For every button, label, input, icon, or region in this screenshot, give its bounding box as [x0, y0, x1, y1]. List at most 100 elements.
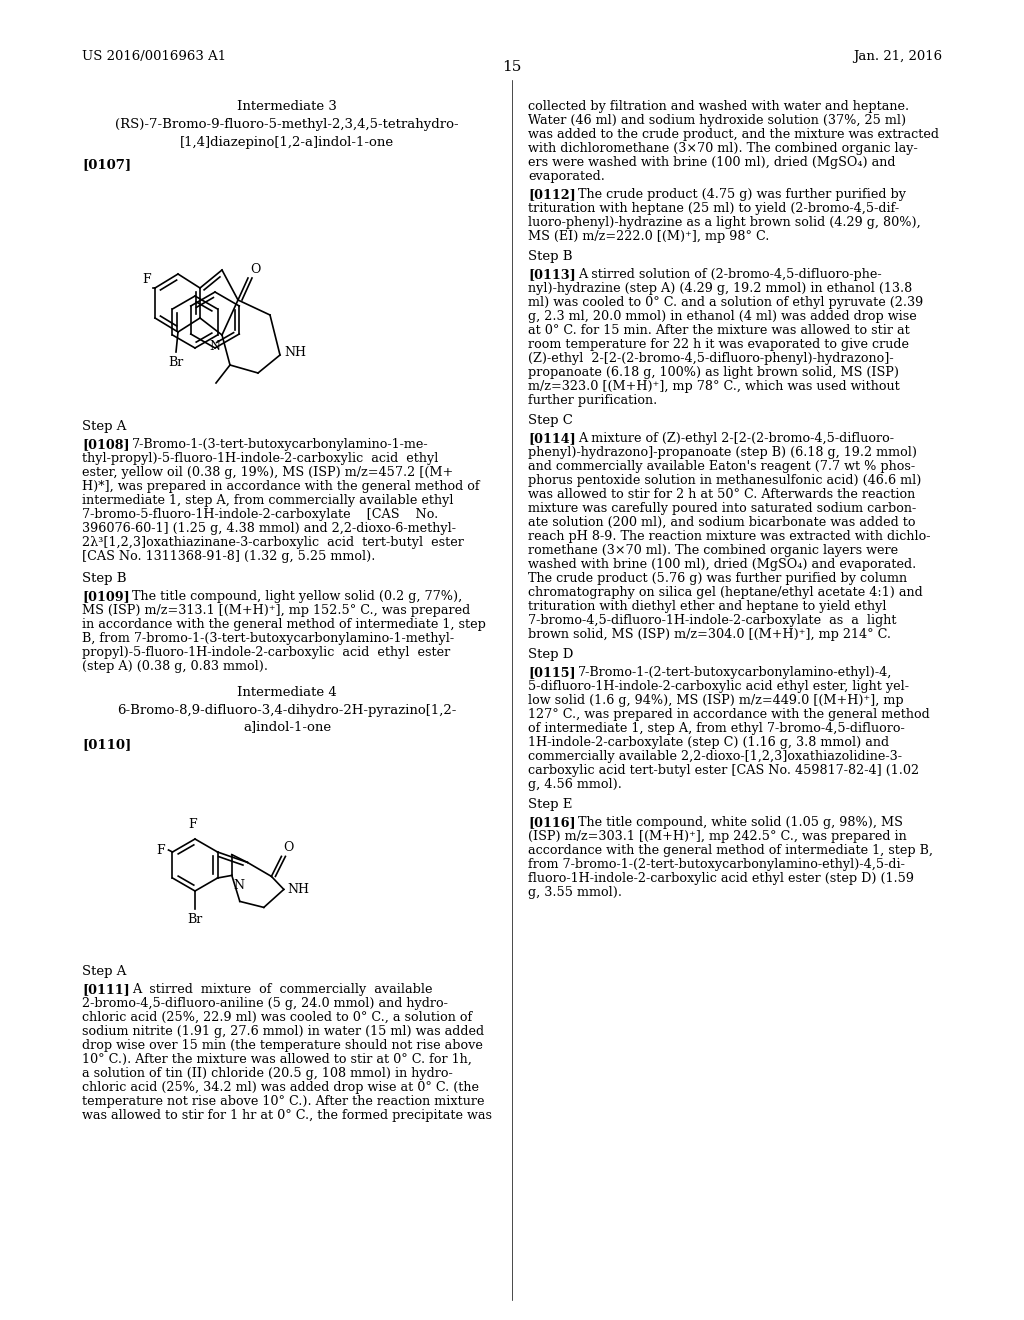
Text: fluoro-1H-indole-2-carboxylic acid ethyl ester (step D) (1.59: fluoro-1H-indole-2-carboxylic acid ethyl…	[528, 873, 914, 884]
Text: room temperature for 22 h it was evaporated to give crude: room temperature for 22 h it was evapora…	[528, 338, 909, 351]
Text: chloric acid (25%, 34.2 ml) was added drop wise at 0° C. (the: chloric acid (25%, 34.2 ml) was added dr…	[82, 1081, 479, 1094]
Text: A  stirred  mixture  of  commercially  available: A stirred mixture of commercially availa…	[132, 983, 432, 997]
Text: NH: NH	[288, 883, 310, 896]
Text: NH: NH	[284, 346, 306, 359]
Text: propyl)-5-fluoro-1H-indole-2-carboxylic  acid  ethyl  ester: propyl)-5-fluoro-1H-indole-2-carboxylic …	[82, 645, 451, 659]
Text: US 2016/0016963 A1: US 2016/0016963 A1	[82, 50, 226, 63]
Text: 396076-60-1] (1.25 g, 4.38 mmol) and 2,2-dioxo-6-methyl-: 396076-60-1] (1.25 g, 4.38 mmol) and 2,2…	[82, 521, 456, 535]
Text: (RS)-7-Bromo-9-fluoro-5-methyl-2,3,4,5-tetrahydro-: (RS)-7-Bromo-9-fluoro-5-methyl-2,3,4,5-t…	[115, 117, 459, 131]
Text: Step E: Step E	[528, 799, 572, 810]
Text: propanoate (6.18 g, 100%) as light brown solid, MS (ISP): propanoate (6.18 g, 100%) as light brown…	[528, 366, 899, 379]
Text: Step C: Step C	[528, 414, 572, 426]
Text: MS (EI) m/z=222.0 [(M)⁺], mp 98° C.: MS (EI) m/z=222.0 [(M)⁺], mp 98° C.	[528, 230, 769, 243]
Text: nyl)-hydrazine (step A) (4.29 g, 19.2 mmol) in ethanol (13.8: nyl)-hydrazine (step A) (4.29 g, 19.2 mm…	[528, 282, 912, 294]
Text: H)*], was prepared in accordance with the general method of: H)*], was prepared in accordance with th…	[82, 480, 479, 492]
Text: trituration with diethyl ether and heptane to yield ethyl: trituration with diethyl ether and hepta…	[528, 601, 887, 612]
Text: B, from 7-bromo-1-(3-tert-butoxycarbonylamino-1-methyl-: B, from 7-bromo-1-(3-tert-butoxycarbonyl…	[82, 632, 454, 645]
Text: The crude product (4.75 g) was further purified by: The crude product (4.75 g) was further p…	[578, 187, 906, 201]
Text: collected by filtration and washed with water and heptane.: collected by filtration and washed with …	[528, 100, 909, 114]
Text: The crude product (5.76 g) was further purified by column: The crude product (5.76 g) was further p…	[528, 572, 907, 585]
Text: 7-Bromo-1-(3-tert-butoxycarbonylamino-1-me-: 7-Bromo-1-(3-tert-butoxycarbonylamino-1-…	[132, 438, 429, 451]
Text: Br: Br	[168, 356, 183, 370]
Text: [CAS No. 1311368-91-8] (1.32 g, 5.25 mmol).: [CAS No. 1311368-91-8] (1.32 g, 5.25 mmo…	[82, 550, 376, 564]
Text: (step A) (0.38 g, 0.83 mmol).: (step A) (0.38 g, 0.83 mmol).	[82, 660, 268, 673]
Text: further purification.: further purification.	[528, 393, 657, 407]
Text: reach pH 8-9. The reaction mixture was extracted with dichlo-: reach pH 8-9. The reaction mixture was e…	[528, 531, 931, 543]
Text: chromatography on silica gel (heptane/ethyl acetate 4:1) and: chromatography on silica gel (heptane/et…	[528, 586, 923, 599]
Text: 1H-indole-2-carboxylate (step C) (1.16 g, 3.8 mmol) and: 1H-indole-2-carboxylate (step C) (1.16 g…	[528, 737, 889, 748]
Text: Step A: Step A	[82, 420, 126, 433]
Text: 2-bromo-4,5-difluoro-aniline (5 g, 24.0 mmol) and hydro-: 2-bromo-4,5-difluoro-aniline (5 g, 24.0 …	[82, 997, 447, 1010]
Text: Water (46 ml) and sodium hydroxide solution (37%, 25 ml): Water (46 ml) and sodium hydroxide solut…	[528, 114, 906, 127]
Text: A stirred solution of (2-bromo-4,5-difluoro-phe-: A stirred solution of (2-bromo-4,5-diflu…	[578, 268, 882, 281]
Text: O: O	[284, 841, 294, 854]
Text: a solution of tin (II) chloride (20.5 g, 108 mmol) in hydro-: a solution of tin (II) chloride (20.5 g,…	[82, 1067, 453, 1080]
Text: O: O	[250, 263, 260, 276]
Text: [1,4]diazepino[1,2-a]indol-1-one: [1,4]diazepino[1,2-a]indol-1-one	[180, 136, 394, 149]
Text: low solid (1.6 g, 94%), MS (ISP) m/z=449.0 [(M+H)⁺], mp: low solid (1.6 g, 94%), MS (ISP) m/z=449…	[528, 694, 903, 708]
Text: (Z)-ethyl  2-[2-(2-bromo-4,5-difluoro-phenyl)-hydrazono]-: (Z)-ethyl 2-[2-(2-bromo-4,5-difluoro-phe…	[528, 352, 894, 366]
Text: 127° C., was prepared in accordance with the general method: 127° C., was prepared in accordance with…	[528, 708, 930, 721]
Text: at 0° C. for 15 min. After the mixture was allowed to stir at: at 0° C. for 15 min. After the mixture w…	[528, 323, 909, 337]
Text: 7-Bromo-1-(2-tert-butoxycarbonylamino-ethyl)-4,: 7-Bromo-1-(2-tert-butoxycarbonylamino-et…	[578, 667, 892, 678]
Text: temperature not rise above 10° C.). After the reaction mixture: temperature not rise above 10° C.). Afte…	[82, 1096, 484, 1107]
Text: [0113]: [0113]	[528, 268, 575, 281]
Text: The title compound, white solid (1.05 g, 98%), MS: The title compound, white solid (1.05 g,…	[578, 816, 903, 829]
Text: N: N	[209, 341, 220, 352]
Text: 15: 15	[503, 59, 521, 74]
Text: Step A: Step A	[82, 965, 126, 978]
Text: commercially available 2,2-dioxo-[1,2,3]oxathiazolidine-3-: commercially available 2,2-dioxo-[1,2,3]…	[528, 750, 902, 763]
Text: [0110]: [0110]	[82, 738, 131, 751]
Text: washed with brine (100 ml), dried (MgSO₄) and evaporated.: washed with brine (100 ml), dried (MgSO₄…	[528, 558, 916, 572]
Text: Step B: Step B	[528, 249, 572, 263]
Text: F: F	[142, 273, 151, 286]
Text: (ISP) m/z=303.1 [(M+H)⁺], mp 242.5° C., was prepared in: (ISP) m/z=303.1 [(M+H)⁺], mp 242.5° C., …	[528, 830, 906, 843]
Text: sodium nitrite (1.91 g, 27.6 mmol) in water (15 ml) was added: sodium nitrite (1.91 g, 27.6 mmol) in wa…	[82, 1026, 484, 1038]
Text: trituration with heptane (25 ml) to yield (2-bromo-4,5-dif-: trituration with heptane (25 ml) to yiel…	[528, 202, 899, 215]
Text: Jan. 21, 2016: Jan. 21, 2016	[853, 50, 942, 63]
Text: drop wise over 15 min (the temperature should not rise above: drop wise over 15 min (the temperature s…	[82, 1039, 483, 1052]
Text: [0114]: [0114]	[528, 432, 575, 445]
Text: [0109]: [0109]	[82, 590, 130, 603]
Text: [0112]: [0112]	[528, 187, 575, 201]
Text: [0115]: [0115]	[528, 667, 575, 678]
Text: brown solid, MS (ISP) m/z=304.0 [(M+H)⁺], mp 214° C.: brown solid, MS (ISP) m/z=304.0 [(M+H)⁺]…	[528, 628, 891, 642]
Text: luoro-phenyl)-hydrazine as a light brown solid (4.29 g, 80%),: luoro-phenyl)-hydrazine as a light brown…	[528, 216, 921, 228]
Text: of intermediate 1, step A, from ethyl 7-bromo-4,5-difluoro-: of intermediate 1, step A, from ethyl 7-…	[528, 722, 905, 735]
Text: was allowed to stir for 1 hr at 0° C., the formed precipitate was: was allowed to stir for 1 hr at 0° C., t…	[82, 1109, 492, 1122]
Text: [0111]: [0111]	[82, 983, 130, 997]
Text: Step D: Step D	[528, 648, 573, 661]
Text: Intermediate 4: Intermediate 4	[238, 686, 337, 700]
Text: [0107]: [0107]	[82, 158, 131, 172]
Text: [0116]: [0116]	[528, 816, 575, 829]
Text: chloric acid (25%, 22.9 ml) was cooled to 0° C., a solution of: chloric acid (25%, 22.9 ml) was cooled t…	[82, 1011, 472, 1024]
Text: MS (ISP) m/z=313.1 [(M+H)⁺], mp 152.5° C., was prepared: MS (ISP) m/z=313.1 [(M+H)⁺], mp 152.5° C…	[82, 605, 470, 616]
Text: F: F	[188, 818, 198, 832]
Text: g, 2.3 ml, 20.0 mmol) in ethanol (4 ml) was added drop wise: g, 2.3 ml, 20.0 mmol) in ethanol (4 ml) …	[528, 310, 916, 323]
Text: ate solution (200 ml), and sodium bicarbonate was added to: ate solution (200 ml), and sodium bicarb…	[528, 516, 915, 529]
Text: A mixture of (Z)-ethyl 2-[2-(2-bromo-4,5-difluoro-: A mixture of (Z)-ethyl 2-[2-(2-bromo-4,5…	[578, 432, 894, 445]
Text: ml) was cooled to 0° C. and a solution of ethyl pyruvate (2.39: ml) was cooled to 0° C. and a solution o…	[528, 296, 924, 309]
Text: mixture was carefully poured into saturated sodium carbon-: mixture was carefully poured into satura…	[528, 502, 916, 515]
Text: N: N	[233, 879, 245, 892]
Text: g, 4.56 mmol).: g, 4.56 mmol).	[528, 777, 622, 791]
Text: in accordance with the general method of intermediate 1, step: in accordance with the general method of…	[82, 618, 485, 631]
Text: phorus pentoxide solution in methanesulfonic acid) (46.6 ml): phorus pentoxide solution in methanesulf…	[528, 474, 922, 487]
Text: was allowed to stir for 2 h at 50° C. Afterwards the reaction: was allowed to stir for 2 h at 50° C. Af…	[528, 488, 915, 502]
Text: F: F	[156, 843, 165, 857]
Text: romethane (3×70 ml). The combined organic layers were: romethane (3×70 ml). The combined organi…	[528, 544, 898, 557]
Text: m/z=323.0 [(M+H)⁺], mp 78° C., which was used without: m/z=323.0 [(M+H)⁺], mp 78° C., which was…	[528, 380, 900, 393]
Text: g, 3.55 mmol).: g, 3.55 mmol).	[528, 886, 622, 899]
Text: was added to the crude product, and the mixture was extracted: was added to the crude product, and the …	[528, 128, 939, 141]
Text: 6-Bromo-8,9-difluoro-3,4-dihydro-2H-pyrazino[1,2-: 6-Bromo-8,9-difluoro-3,4-dihydro-2H-pyra…	[118, 704, 457, 717]
Text: 10° C.). After the mixture was allowed to stir at 0° C. for 1h,: 10° C.). After the mixture was allowed t…	[82, 1053, 472, 1067]
Text: carboxylic acid tert-butyl ester [CAS No. 459817-82-4] (1.02: carboxylic acid tert-butyl ester [CAS No…	[528, 764, 920, 777]
Text: 5-difluoro-1H-indole-2-carboxylic acid ethyl ester, light yel-: 5-difluoro-1H-indole-2-carboxylic acid e…	[528, 680, 909, 693]
Text: with dichloromethane (3×70 ml). The combined organic lay-: with dichloromethane (3×70 ml). The comb…	[528, 143, 918, 154]
Text: evaporated.: evaporated.	[528, 170, 605, 183]
Text: and commercially available Eaton's reagent (7.7 wt % phos-: and commercially available Eaton's reage…	[528, 459, 915, 473]
Text: Intermediate 3: Intermediate 3	[238, 100, 337, 114]
Text: 7-bromo-5-fluoro-1H-indole-2-carboxylate    [CAS    No.: 7-bromo-5-fluoro-1H-indole-2-carboxylate…	[82, 508, 438, 521]
Text: from 7-bromo-1-(2-tert-butoxycarbonylamino-ethyl)-4,5-di-: from 7-bromo-1-(2-tert-butoxycarbonylami…	[528, 858, 905, 871]
Text: ester, yellow oil (0.38 g, 19%), MS (ISP) m/z=457.2 [(M+: ester, yellow oil (0.38 g, 19%), MS (ISP…	[82, 466, 454, 479]
